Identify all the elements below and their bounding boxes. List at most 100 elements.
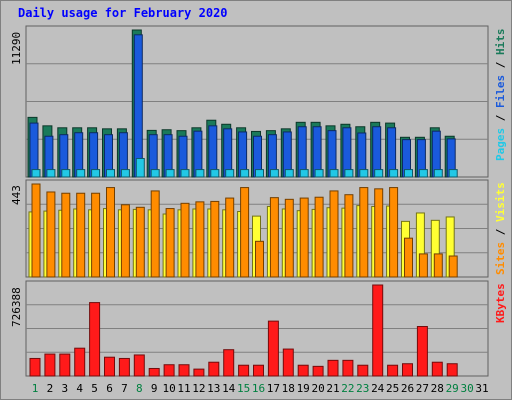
bar-kbytes-day-6 [104,356,115,377]
bar-sites-day-24 [374,188,384,278]
bar-kbytes-day-24 [372,284,384,377]
bar-kbytes-day-19 [297,364,309,377]
x-tick-day-23: 23 [356,382,370,395]
bar-kbytes-day-20 [312,365,324,377]
bar-sites-day-10 [165,208,175,278]
x-tick-day-8: 8 [135,382,143,395]
bar-kbytes-day-13 [208,361,220,377]
bar-pages-day-26 [404,169,413,178]
x-tick-day-20: 20 [311,382,325,395]
bar-pages-day-20 [314,169,324,178]
bar-pages-day-18 [284,169,294,178]
x-tick-day-17: 17 [266,382,281,395]
bar-sites-day-19 [299,197,309,278]
x-tick-day-7: 7 [121,382,128,395]
panel-kbytes-series-labels: KBytes [494,283,507,323]
series-label-separator: / [494,222,507,242]
bar-kbytes-day-8 [133,354,145,377]
bar-sites-day-25 [389,187,399,278]
bar-sites-day-15 [240,187,250,278]
x-tick-day-16: 16 [251,382,266,395]
x-tick-day-15: 15 [236,382,251,395]
bar-pages-day-25 [389,169,399,178]
x-tick-day-5: 5 [91,382,98,395]
bar-kbytes-day-5 [89,302,101,377]
bar-pages-day-10 [165,169,175,178]
bar-sites-day-13 [210,200,220,278]
x-tick-day-1: 1 [31,382,39,395]
bar-pages-day-12 [195,169,205,178]
bar-sites-day-1 [31,183,41,278]
chart-title: Daily usage for February 2020 [18,6,228,20]
series-label-hits: Hits [494,28,507,56]
series-label-separator: / [494,108,507,128]
bar-kbytes-day-1 [29,357,41,377]
series-label-separator: / [494,55,507,75]
bar-sites-day-18 [284,198,294,278]
panel-kbytes-ymax-label: 726388 [10,287,23,327]
bar-kbytes-day-15 [238,364,250,377]
x-tick-day-26: 26 [400,382,415,395]
series-label-pages: Pages [494,127,507,161]
bar-sites-day-2 [46,191,56,278]
bar-pages-day-3 [61,169,71,178]
bar-kbytes-day-21 [327,359,339,377]
bar-pages-day-1 [31,169,41,178]
series-label-sites: Sites [494,241,507,275]
bar-pages-day-15 [240,169,250,178]
bar-pages-day-9 [150,169,160,178]
x-tick-day-28: 28 [430,382,444,395]
bar-pages-day-16 [255,169,264,178]
bar-kbytes-day-26 [402,363,413,377]
x-tick-day-27: 27 [415,382,430,395]
bar-pages-day-8 [135,158,145,178]
bar-pages-day-7 [120,169,130,178]
bar-sites-day-12 [195,201,205,278]
bar-kbytes-day-22 [342,359,354,377]
bar-sites-day-11 [180,202,190,278]
panel-visits-sites-series-labels: Sites / Visits [494,182,507,275]
bar-kbytes-day-28 [431,361,443,377]
bar-sites-day-17 [269,197,279,278]
x-tick-day-2: 2 [46,382,54,395]
bar-sites-day-23 [359,187,369,278]
bar-kbytes-day-16 [253,364,264,377]
bar-sites-day-14 [225,197,235,278]
x-tick-day-6: 6 [106,382,113,395]
bar-kbytes-day-25 [387,364,399,377]
bar-kbytes-day-10 [163,364,175,377]
bar-pages-day-14 [225,169,235,178]
bar-kbytes-day-18 [282,348,294,377]
x-tick-day-24: 24 [371,382,385,395]
bar-kbytes-day-27 [416,326,428,377]
bar-kbytes-day-3 [59,353,71,377]
bar-pages-day-27 [418,169,428,178]
bar-sites-day-21 [329,190,339,278]
bar-files-day-1 [29,122,39,178]
bar-pages-day-17 [269,169,279,178]
bar-sites-day-7 [120,204,130,278]
bar-pages-day-21 [329,169,339,178]
x-tick-day-9: 9 [150,382,158,395]
bar-kbytes-day-2 [44,353,56,377]
bar-kbytes-day-17 [267,320,279,377]
x-tick-day-10: 10 [162,382,176,395]
series-label-kbytes: KBytes [494,283,507,323]
x-tick-day-3: 3 [61,382,69,395]
bar-pages-day-11 [180,169,190,178]
bar-sites-day-28 [433,253,443,278]
bar-kbytes-day-23 [357,364,369,377]
bar-pages-day-4 [76,169,86,178]
series-label-visits: Visits [494,182,507,222]
bar-files-day-8 [133,34,143,178]
x-tick-day-21: 21 [326,382,340,395]
bar-kbytes-day-7 [118,357,130,377]
x-tick-day-4: 4 [76,382,83,395]
panel-hits-files-pages-series-labels: Pages / Files / Hits [494,29,507,162]
bar-pages-day-2 [46,169,56,178]
bar-kbytes-day-12 [193,368,205,377]
panel-visits-sites-ymax-label: 443 [10,185,23,205]
bar-kbytes-day-11 [178,364,190,377]
x-tick-day-30: 30 [460,382,474,395]
